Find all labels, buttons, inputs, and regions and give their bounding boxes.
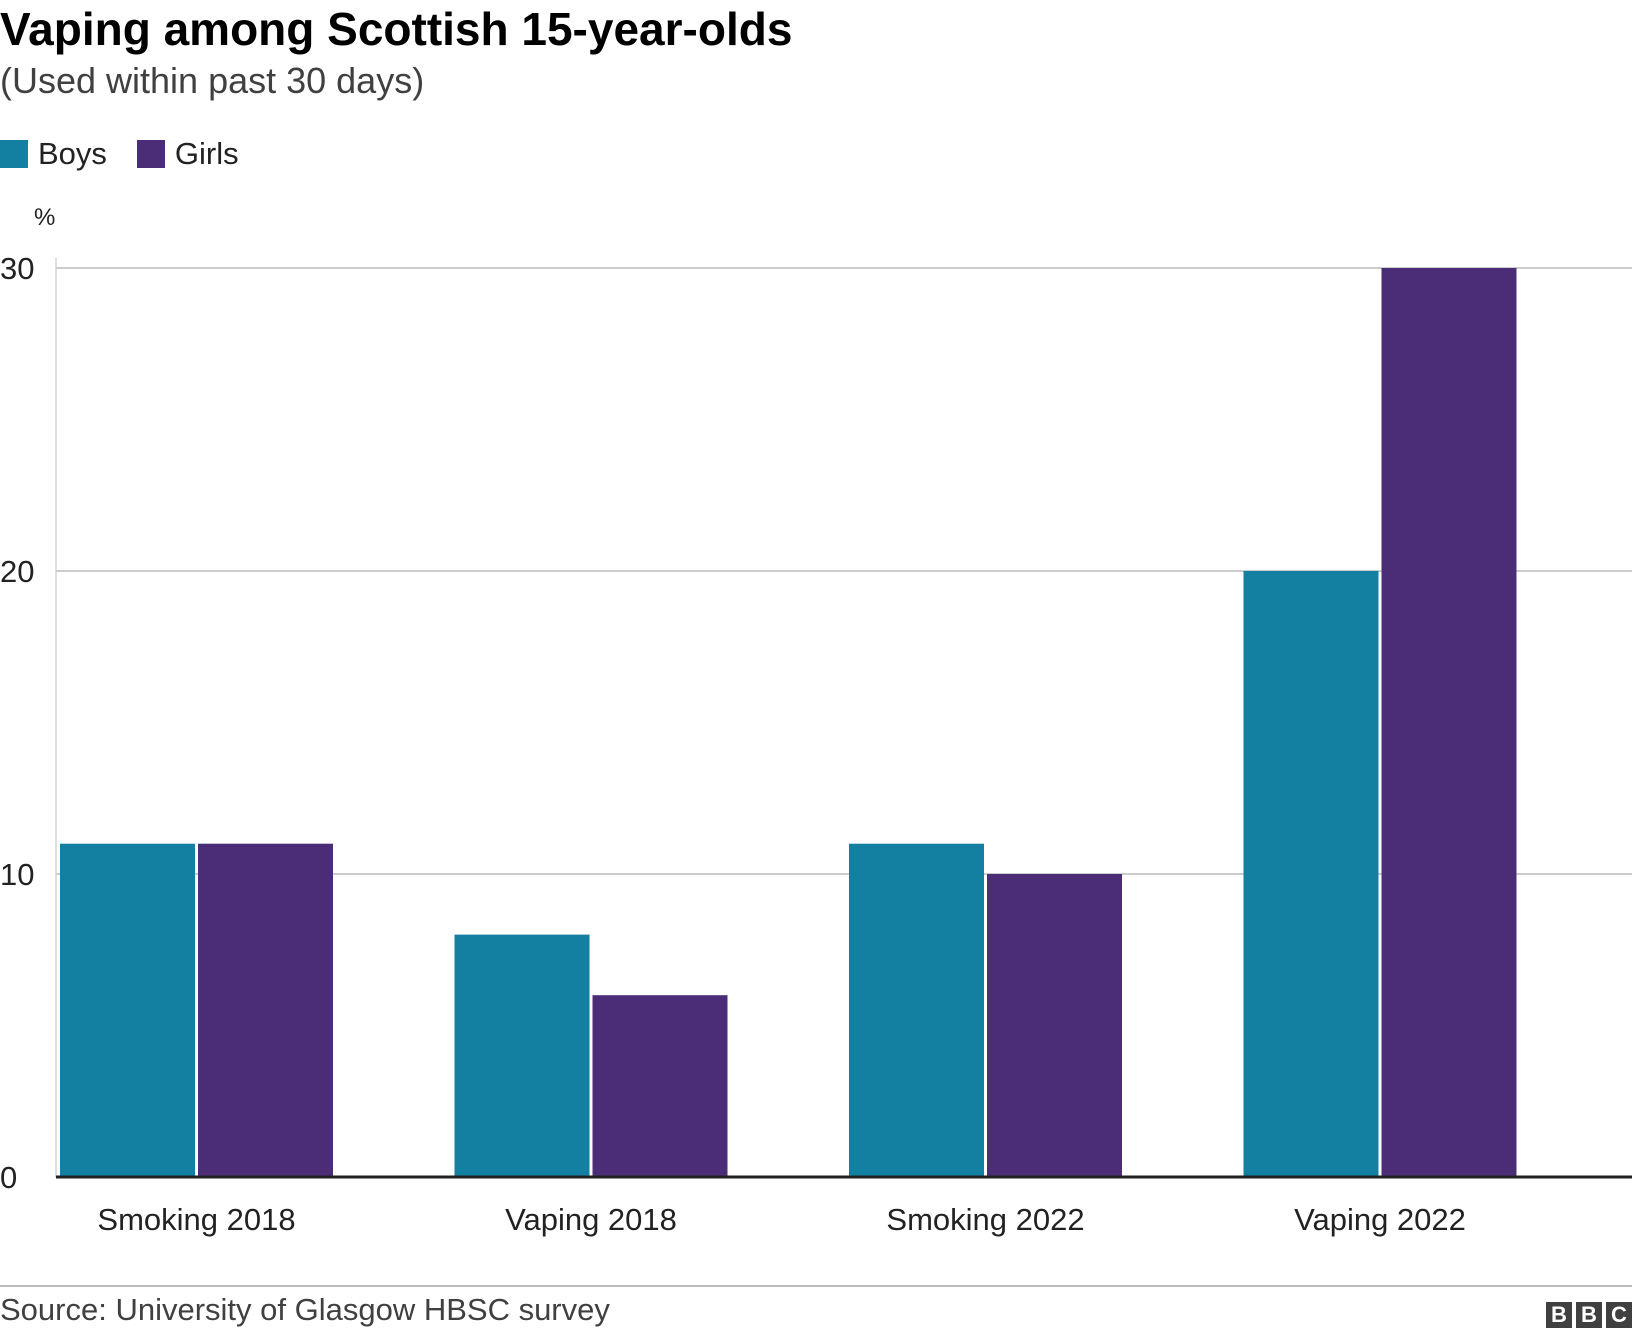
y-tick-label: 10 [0,857,34,892]
chart-subtitle: (Used within past 30 days) [0,60,425,101]
logo-letter: C [1606,1302,1632,1328]
logo-letter: B [1576,1302,1602,1328]
bar-chart: % 0 10 20 30 Smoking 2018 Vaping 2018 Smoking 2… [0,204,1632,1237]
legend-label-girls: Girls [174,136,239,171]
bar-boys [1243,571,1379,1177]
x-tick-label: Smoking 2022 [886,1202,1084,1237]
bar-girls [987,874,1122,1177]
bar-girls [198,843,333,1177]
bar-girls [592,995,728,1177]
y-axis-unit-label: % [34,204,55,231]
bar-boys [849,843,984,1177]
x-tick-label: Vaping 2022 [1294,1202,1466,1237]
y-tick-label: 20 [0,554,34,589]
legend-swatch-girls [136,140,165,168]
bar-girls [1381,268,1517,1177]
source-note: Source: University of Glasgow HBSC surve… [0,1292,610,1327]
legend-item-boys: Boys [0,136,107,172]
footer-divider [0,1285,1632,1287]
legend-swatch-boys [0,140,28,168]
logo-letter: B [1546,1302,1572,1328]
y-tick-label: 30 [0,251,34,286]
legend-label-boys: Boys [38,136,107,171]
x-tick-label: Vaping 2018 [505,1202,677,1237]
legend-item-girls: Girls [136,136,239,172]
legend: Boys Girls [0,136,269,172]
x-tick-label: Smoking 2018 [97,1202,295,1237]
y-tick-label: 0 [0,1160,17,1195]
bar-boys [60,843,195,1177]
chart-title: Vaping among Scottish 15-year-olds [0,3,793,55]
bar-boys [454,934,590,1177]
bbc-logo: B B C [1546,1302,1632,1328]
